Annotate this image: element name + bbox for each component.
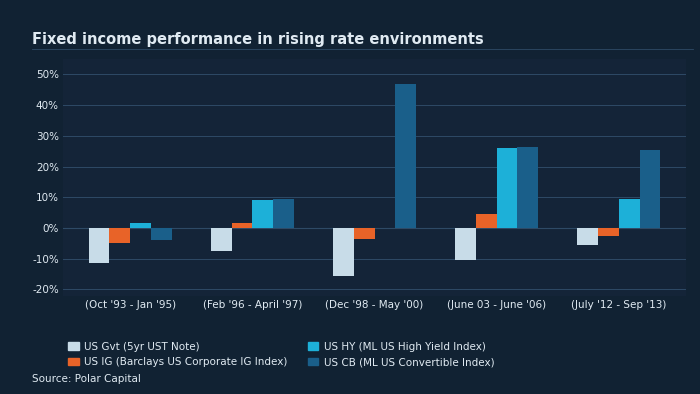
Bar xyxy=(252,200,273,228)
Bar xyxy=(354,228,374,239)
Bar xyxy=(517,147,538,228)
Bar xyxy=(578,228,598,245)
Bar xyxy=(455,228,476,260)
Bar xyxy=(151,228,172,240)
Bar xyxy=(211,228,232,251)
Text: Fixed income performance in rising rate environments: Fixed income performance in rising rate … xyxy=(32,32,483,47)
Bar xyxy=(640,150,660,228)
Bar xyxy=(232,223,252,228)
Bar xyxy=(598,228,619,236)
Text: Source: Polar Capital: Source: Polar Capital xyxy=(32,374,141,384)
Bar xyxy=(395,84,416,228)
Bar xyxy=(130,223,151,228)
Bar xyxy=(333,228,354,275)
Bar xyxy=(273,199,294,228)
Bar xyxy=(619,199,640,228)
Legend: US Gvt (5yr UST Note), US IG (Barclays US Corporate IG Index), US HY (ML US High: US Gvt (5yr UST Note), US IG (Barclays U… xyxy=(68,342,494,367)
Bar xyxy=(109,228,130,243)
Bar xyxy=(497,148,517,228)
Bar xyxy=(89,228,109,263)
Bar xyxy=(476,214,497,228)
